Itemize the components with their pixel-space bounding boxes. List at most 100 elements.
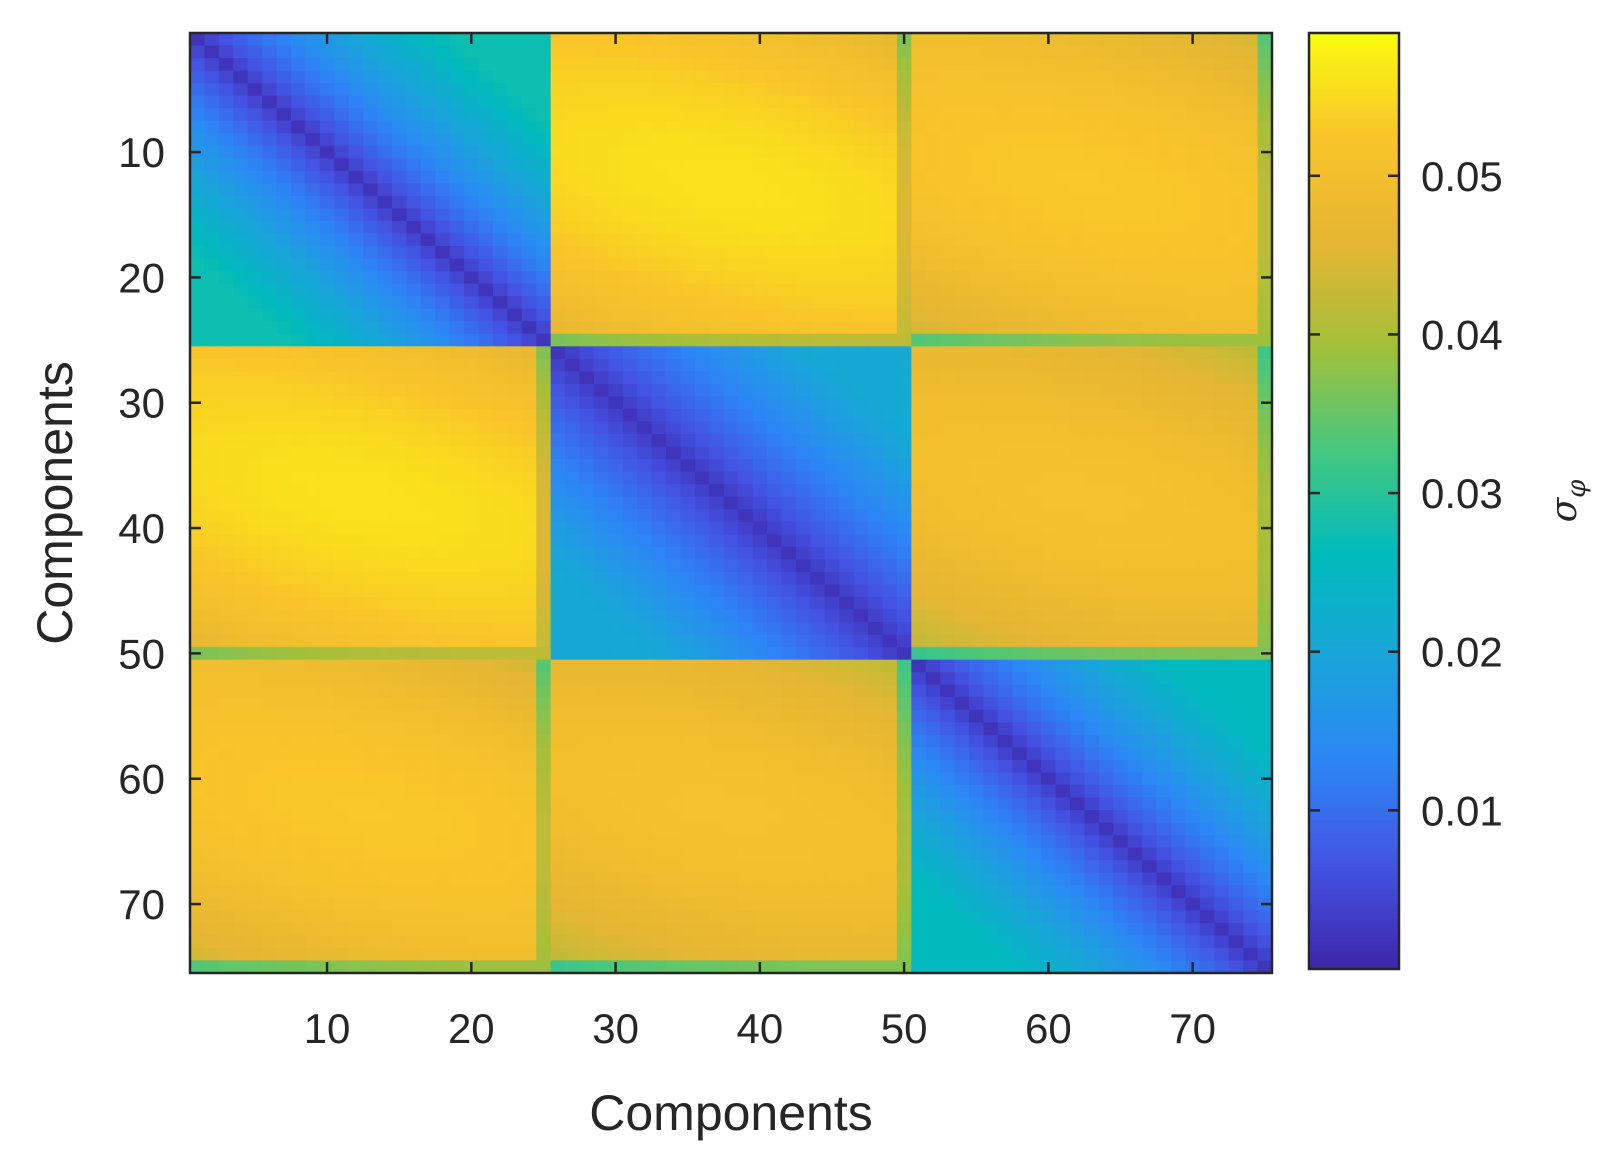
heatmap-cell — [391, 258, 407, 272]
heatmap-cell — [233, 258, 249, 272]
heatmap-cell — [911, 45, 927, 59]
heatmap-cell — [218, 95, 234, 109]
heatmap-cell — [1070, 722, 1086, 736]
heatmap-cell — [334, 221, 350, 235]
heatmap-cell — [305, 647, 321, 661]
heatmap-cell — [1041, 358, 1057, 372]
heatmap-cell — [680, 308, 696, 322]
heatmap-cell — [824, 221, 840, 235]
heatmap-cell — [449, 785, 465, 799]
heatmap-cell — [1026, 308, 1042, 322]
heatmap-cell — [536, 308, 552, 322]
heatmap-cell — [565, 446, 581, 460]
heatmap-cell — [853, 208, 869, 222]
heatmap-cell — [839, 233, 855, 247]
heatmap-cell — [1214, 70, 1230, 84]
heatmap-cell — [363, 33, 379, 47]
heatmap-cell — [262, 421, 278, 435]
heatmap-cell — [1084, 634, 1100, 648]
heatmap-cell — [305, 459, 321, 473]
heatmap-cell — [464, 584, 480, 598]
heatmap-cell — [738, 785, 754, 799]
heatmap-cell — [940, 785, 956, 799]
heatmap-cell — [781, 534, 797, 548]
heatmap-cell — [478, 409, 494, 423]
heatmap-cell — [233, 496, 249, 510]
heatmap-cell — [550, 860, 566, 874]
heatmap-cell — [997, 120, 1013, 134]
heatmap-cell — [492, 33, 508, 47]
heatmap-cell — [247, 158, 263, 172]
heatmap-cell — [1055, 221, 1071, 235]
heatmap-cell — [911, 296, 927, 310]
heatmap-cell — [1012, 697, 1028, 711]
heatmap-cell — [622, 383, 638, 398]
heatmap-cell — [262, 622, 278, 636]
heatmap-cell — [536, 484, 552, 498]
heatmap-cell — [334, 421, 350, 435]
heatmap-cell — [1214, 170, 1230, 184]
heatmap-cell — [348, 434, 364, 448]
heatmap-cell — [666, 709, 682, 723]
heatmap-cell — [507, 208, 523, 222]
heatmap-cell — [853, 246, 869, 260]
heatmap-cell — [305, 195, 321, 210]
heatmap-cell — [752, 797, 768, 811]
heatmap-cell — [882, 421, 898, 435]
heatmap-cell — [348, 584, 364, 598]
heatmap-cell — [911, 421, 927, 435]
heatmap-cell — [694, 471, 710, 485]
heatmap-cell — [593, 321, 609, 335]
heatmap-cell — [1070, 521, 1086, 535]
heatmap-cell — [738, 534, 754, 548]
heatmap-cell — [997, 383, 1013, 398]
heatmap-cell — [521, 747, 537, 761]
heatmap-cell — [204, 571, 220, 586]
heatmap-cell — [247, 283, 263, 297]
heatmap-cell — [839, 571, 855, 586]
heatmap-cell — [190, 759, 206, 774]
heatmap-cell — [997, 308, 1013, 322]
heatmap-cell — [795, 409, 811, 423]
heatmap-cell — [233, 759, 249, 774]
heatmap-cell — [1142, 747, 1158, 761]
heatmap-cell — [1142, 183, 1158, 197]
heatmap-cell — [709, 333, 725, 347]
heatmap-cell — [363, 509, 379, 523]
heatmap-cell — [680, 659, 696, 673]
heatmap-cell — [882, 597, 898, 611]
heatmap-cell — [925, 546, 941, 560]
heatmap-cell — [709, 835, 725, 849]
heatmap-cell — [377, 221, 393, 235]
heatmap-cell — [781, 647, 797, 661]
heatmap-cell — [290, 183, 307, 197]
heatmap-cell — [377, 446, 393, 460]
heatmap-cell — [565, 246, 581, 260]
heatmap-cell — [1113, 797, 1129, 811]
heatmap-cell — [565, 371, 581, 385]
heatmap-cell — [1156, 709, 1172, 723]
heatmap-cell — [608, 797, 624, 811]
heatmap-cell — [839, 822, 855, 836]
heatmap-cell — [767, 233, 783, 247]
heatmap-cell — [853, 158, 869, 172]
heatmap-cell — [377, 697, 393, 711]
heatmap-cell — [680, 58, 696, 72]
heatmap-cell — [709, 233, 725, 247]
heatmap-cell — [406, 396, 422, 410]
heatmap-cell — [709, 271, 725, 285]
heatmap-cell — [377, 133, 393, 147]
heatmap-cell — [247, 58, 263, 72]
heatmap-cell — [853, 484, 869, 498]
heatmap-cell — [363, 145, 379, 159]
heatmap-cell — [1127, 95, 1143, 109]
heatmap-cell — [1012, 145, 1028, 159]
heatmap-cell — [420, 684, 436, 698]
heatmap-cell — [810, 145, 826, 159]
heatmap-cell — [1026, 722, 1042, 736]
heatmap-cell — [579, 358, 595, 372]
heatmap-cell — [723, 296, 739, 310]
heatmap-cell — [521, 170, 537, 184]
heatmap-cell — [781, 145, 797, 159]
heatmap-cell — [1098, 647, 1114, 661]
